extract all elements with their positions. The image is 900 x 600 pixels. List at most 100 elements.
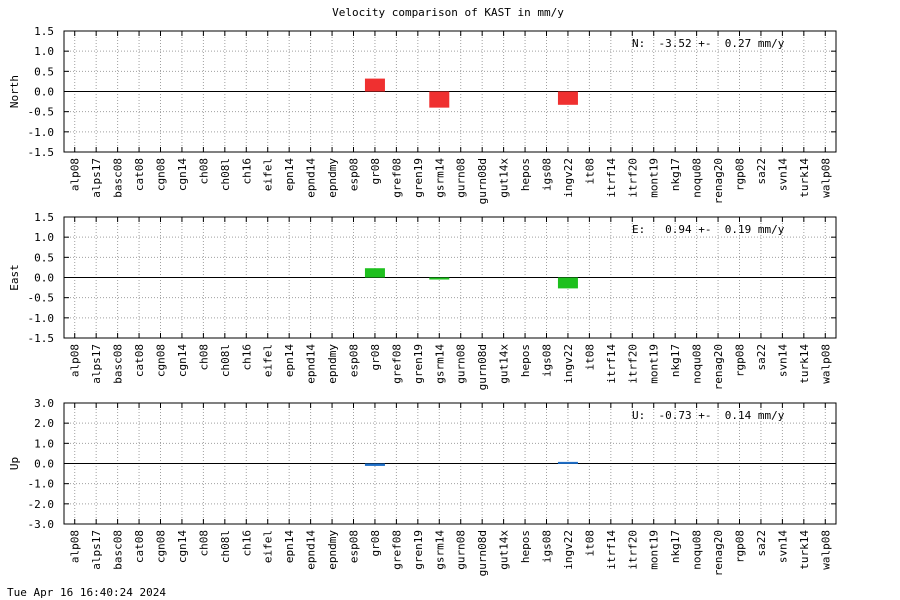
x-tick-label: gurn08d [476,344,489,390]
x-tick-label: eifel [262,158,275,191]
x-tick-label: renag20 [712,158,725,204]
x-tick-label: cgn14 [176,158,189,191]
x-tick-label: nkg17 [669,344,682,377]
x-tick-label: gsrm14 [433,158,446,198]
velocity-annotation: N: -3.52 +- 0.27 mm/y [632,37,785,50]
x-tick-label: walp08 [819,158,832,198]
x-tick-label: ch16 [240,530,253,557]
y-tick-label: -0.5 [28,292,55,305]
x-tick-label: alps17 [90,344,103,384]
x-tick-label: gurn08d [476,158,489,204]
y-tick-label: -2.0 [28,498,55,511]
y-axis-label: Up [8,457,21,470]
x-tick-label: sa22 [755,158,768,185]
x-tick-label: gr08 [369,530,382,557]
plot-frame [63,216,837,339]
x-tick-label: esp08 [348,158,361,191]
x-tick-label: rgp08 [734,158,747,191]
x-tick-label: gren19 [412,530,425,570]
x-tick-label: nkg17 [669,530,682,563]
x-tick-label: ch08l [219,530,232,563]
x-tick-label: gr08 [369,158,382,185]
y-tick-label: -1.0 [28,478,55,491]
x-tick-label: igs08 [541,158,554,191]
bar-north-gsrm14 [429,91,450,108]
bar-east-ingv22 [557,277,578,289]
x-tick-label: cat08 [133,530,146,563]
x-tick-label: epnd14 [305,158,318,198]
x-tick-label: gren19 [412,158,425,198]
x-tick-label: gsrm14 [433,344,446,384]
x-tick-label: basc08 [112,158,125,198]
bar-east-gsrm14 [429,277,450,280]
y-tick-label: 1.0 [34,45,54,58]
y-tick-label: 3.0 [34,397,54,410]
x-tick-label: alps17 [90,530,103,570]
y-tick-label: -1.5 [28,146,55,159]
x-tick-label: itrf14 [605,530,618,570]
plot-frame [63,402,837,525]
x-tick-label: gref08 [390,158,403,198]
x-tick-label: gut14x [498,530,511,570]
bar-east-gr08 [364,268,385,278]
velocity-annotation: U: -0.73 +- 0.14 mm/y [632,409,785,422]
x-tick-label: cgn14 [176,530,189,563]
x-tick-label: ch08l [219,158,232,191]
x-tick-label: eifel [262,344,275,377]
x-tick-label: walp08 [819,344,832,384]
x-tick-label: rgp08 [734,530,747,563]
x-tick-label: ingv22 [562,158,575,198]
x-tick-label: gref08 [390,530,403,570]
y-tick-label: 0.0 [34,272,54,285]
panel-east: 1.5 1.0 0.5 0.0 -0.5 -1.0 -1.5 alp08 alps17 basc0… [8,211,837,390]
x-tick-label: basc08 [112,530,125,570]
x-tick-label: ch08l [219,344,232,377]
x-tick-label: ch16 [240,344,253,371]
x-tick-label: ingv22 [562,530,575,570]
y-tick-label: 2.0 [34,417,54,430]
x-tick-label: itrf20 [626,344,639,384]
x-tick-label: gurn08d [476,530,489,576]
y-axis-label: North [8,75,21,108]
x-tick-label: epn14 [283,344,296,377]
x-tick-label: epn14 [283,158,296,191]
x-tick-label: mont19 [648,158,661,198]
x-tick-label: cat08 [133,344,146,377]
x-tick-label: alp08 [69,530,82,563]
bar-north-gr08 [364,78,385,92]
x-tick-label: walp08 [819,530,832,570]
x-tick-label: alps17 [90,158,103,198]
y-tick-label: 1.5 [34,211,54,224]
x-tick-label: ch08 [197,344,210,371]
timestamp: Tue Apr 16 16:40:24 2024 [7,586,166,599]
x-tick-label: itrf14 [605,158,618,198]
x-tick-label: gren19 [412,344,425,384]
x-tick-label: epndmy [326,530,339,570]
y-axis-label: East [8,264,21,291]
y-tick-label: -1.0 [28,126,55,139]
y-tick-label: -3.0 [28,518,55,531]
x-tick-label: cat08 [133,158,146,191]
x-tick-label: noqu08 [691,158,704,198]
x-tick-label: alp08 [69,158,82,191]
x-tick-label: cgn14 [176,344,189,377]
y-tick-label: -0.5 [28,106,55,119]
x-tick-label: igs08 [541,344,554,377]
x-tick-label: alp08 [69,344,82,377]
x-tick-label: svn14 [776,344,789,377]
x-tick-label: turk14 [798,530,811,570]
x-tick-label: svn14 [776,530,789,563]
x-tick-label: gurn08 [455,344,468,384]
x-tick-label: rgp08 [734,344,747,377]
x-tick-label: ingv22 [562,344,575,384]
x-tick-label: itrf14 [605,344,618,384]
y-tick-label: -1.0 [28,312,55,325]
bar-up-ingv22 [557,461,578,464]
y-tick-label: 0.5 [34,65,54,78]
x-tick-label: turk14 [798,344,811,384]
plot-frame [63,30,837,153]
x-tick-label: it08 [583,344,596,371]
y-tick-label: -1.5 [28,332,55,345]
x-tick-label: mont19 [648,344,661,384]
